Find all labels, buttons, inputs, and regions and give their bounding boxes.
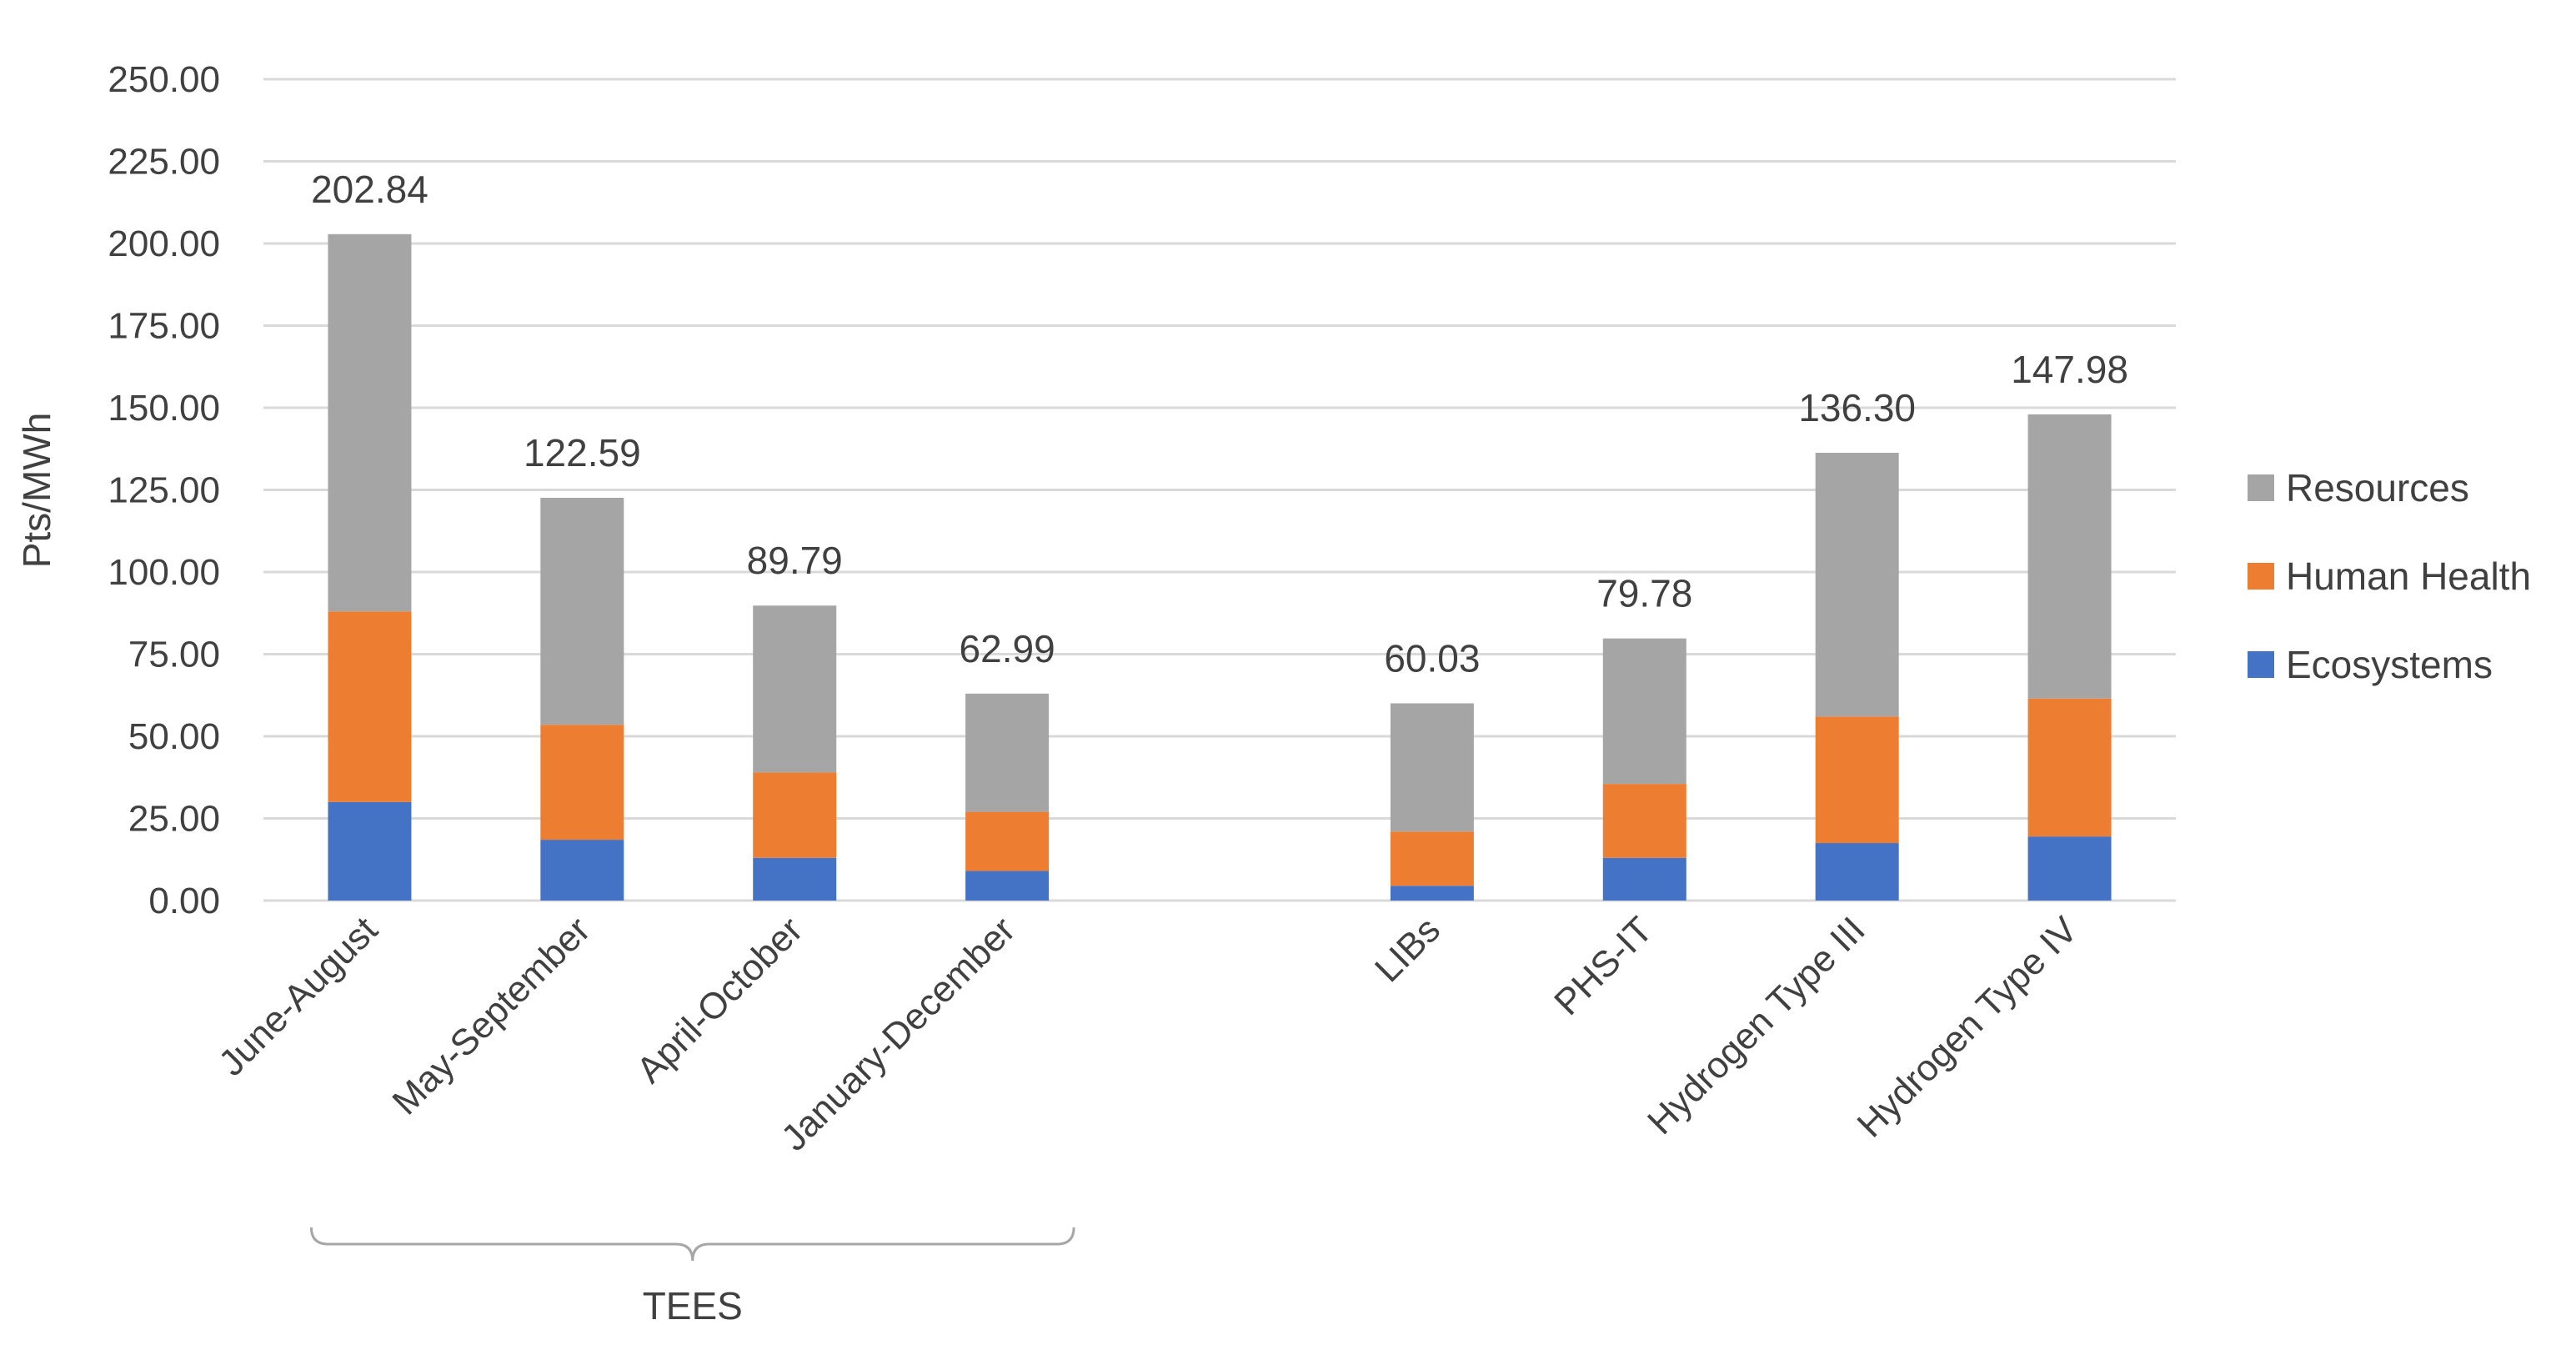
bars (328, 233, 2112, 901)
y-tick-label: 225.00 (108, 142, 220, 183)
x-category-label: LIBs (1367, 909, 1448, 990)
bar-segment-ecosystems (1390, 886, 1474, 901)
legend-swatch (2248, 651, 2274, 678)
x-category-label: May-September (384, 909, 598, 1122)
x-category-label: Hydrogen Type IV (1849, 909, 2086, 1146)
group-brace (309, 1227, 1075, 1262)
bar-segment-ecosystems (540, 840, 624, 901)
legend: Resources Human Health Ecosystems (2248, 466, 2531, 686)
total-data-label: 136.30 (1798, 386, 1916, 429)
bar-segment-resources (753, 605, 837, 773)
y-tick-label: 75.00 (128, 635, 220, 675)
bar-segment-ecosystems (965, 871, 1050, 901)
group-annotation: TEES (309, 1227, 1075, 1327)
legend-swatch (2248, 563, 2274, 590)
data-labels: 202.84 122.59 89.79 62.99 60.03 79.78 136.30 14… (311, 168, 2128, 680)
bar-segment-resources (965, 693, 1050, 812)
total-data-label: 202.84 (311, 168, 428, 211)
legend-label: Human Health (2286, 555, 2531, 598)
total-data-label: 89.79 (747, 539, 843, 582)
bar-segment-human-health (1602, 784, 1686, 858)
x-category-label: PHS-IT (1546, 909, 1661, 1023)
legend-label: Resources (2286, 466, 2469, 509)
y-tick-label: 250.00 (108, 59, 220, 100)
bar-segment-resources (540, 497, 624, 725)
bar-segment-resources (328, 233, 412, 612)
bar-segment-human-health (1815, 716, 1899, 844)
bar-segment-ecosystems (1602, 857, 1686, 901)
x-category-label: April-October (629, 909, 810, 1091)
legend-label: Ecosystems (2286, 643, 2493, 686)
x-category-label: January-December (774, 909, 1023, 1158)
bar-segment-human-health (753, 772, 837, 858)
total-data-label: 122.59 (524, 431, 641, 474)
y-axis-ticks: 0.00 25.00 50.00 75.00 100.00 125.00 150.00 175… (108, 59, 220, 921)
bar-segment-human-health (1390, 831, 1474, 886)
bar-segment-resources (2027, 414, 2112, 699)
bar-segment-human-health (540, 725, 624, 841)
legend-swatch (2248, 474, 2274, 501)
bar-segment-resources (1602, 638, 1686, 785)
bar-segment-resources (1815, 452, 1899, 717)
bar-segment-human-health (965, 811, 1050, 871)
y-tick-label: 150.00 (108, 388, 220, 429)
bar-segment-human-health (2027, 698, 2112, 837)
bar-segment-ecosystems (2027, 836, 2112, 901)
y-tick-label: 100.00 (108, 552, 220, 593)
total-data-label: 147.98 (2011, 348, 2128, 391)
bar-segment-ecosystems (753, 857, 837, 901)
total-data-label: 60.03 (1384, 636, 1480, 680)
group-label: TEES (643, 1284, 743, 1327)
total-data-label: 62.99 (960, 627, 1055, 670)
total-data-label: 79.78 (1596, 572, 1692, 615)
x-category-label: June-August (211, 909, 385, 1083)
x-category-label: Hydrogen Type III (1640, 909, 1873, 1142)
bar-segment-human-health (328, 611, 412, 802)
y-axis-title: Pts/MWh (15, 413, 58, 569)
y-tick-label: 175.00 (108, 306, 220, 347)
bar-segment-ecosystems (328, 801, 412, 901)
y-tick-label: 25.00 (128, 799, 220, 840)
y-tick-label: 200.00 (108, 223, 220, 264)
bar-segment-resources (1390, 703, 1474, 832)
y-tick-label: 125.00 (108, 470, 220, 511)
y-tick-label: 50.00 (128, 716, 220, 757)
y-tick-label: 0.00 (148, 881, 220, 921)
bar-segment-ecosystems (1815, 843, 1899, 901)
